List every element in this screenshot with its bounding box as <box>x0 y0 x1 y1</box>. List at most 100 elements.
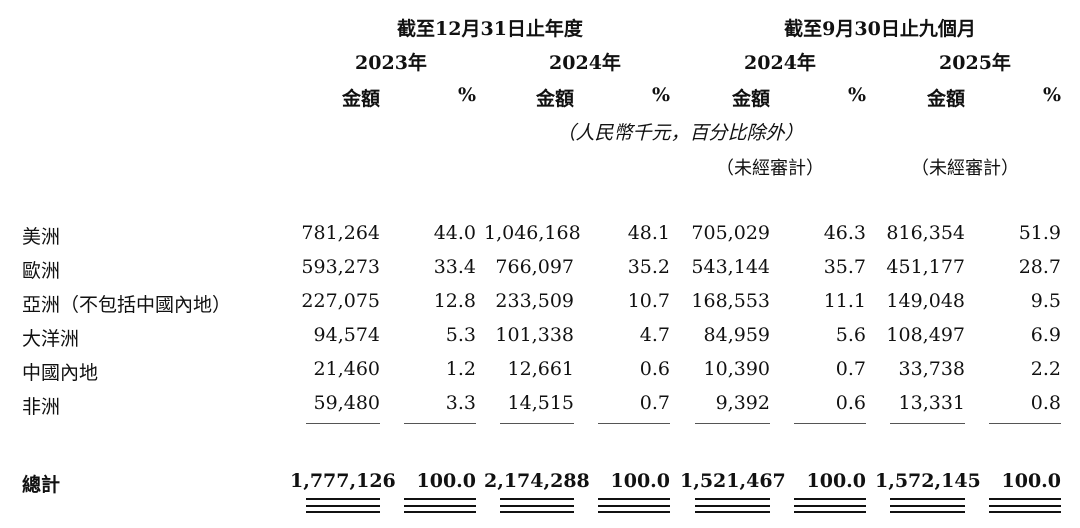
percent-cell: 35.2 <box>627 256 670 278</box>
subtotal-rule <box>989 423 1061 424</box>
percent-cell: 48.1 <box>627 222 670 244</box>
total-double-rule <box>794 511 866 513</box>
total-amount-cell: 1,777,126 <box>290 470 396 492</box>
percent-cell: 9.5 <box>1030 290 1061 312</box>
region-label: 中國內地 <box>22 362 99 384</box>
amount-cell: 33,738 <box>898 358 965 380</box>
unit-note: （人民幣千元，百分比除外） <box>556 122 804 144</box>
percent-cell: 51.9 <box>1018 222 1061 244</box>
percent-header-3: % <box>847 84 866 106</box>
region-label: 歐洲 <box>22 260 61 282</box>
year-header-2023: 2023年 <box>355 52 427 74</box>
percent-cell: 33.4 <box>433 256 476 278</box>
total-double-rule <box>306 511 380 513</box>
total-top-rule <box>695 498 770 500</box>
percent-header-2: % <box>651 84 670 106</box>
amount-cell: 14,515 <box>507 392 574 414</box>
region-label: 大洋洲 <box>22 328 80 350</box>
percent-cell: 12.8 <box>433 290 476 312</box>
amount-header-1: 金額 <box>341 88 380 110</box>
total-double-rule <box>890 511 965 513</box>
amount-header-2: 金額 <box>535 88 574 110</box>
percent-cell: 6.9 <box>1030 324 1061 346</box>
group-header-annual: 截至12月31日止年度 <box>397 18 583 40</box>
year-header-2024-nine-months: 2024年 <box>744 52 816 74</box>
total-double-rule <box>404 505 476 507</box>
amount-cell: 781,264 <box>301 222 380 244</box>
total-top-rule <box>598 498 670 500</box>
amount-cell: 451,177 <box>886 256 965 278</box>
total-label: 總計 <box>22 474 61 496</box>
year-header-2025: 2025年 <box>939 52 1011 74</box>
amount-cell: 1,046,168 <box>484 222 581 244</box>
amount-cell: 233,509 <box>495 290 574 312</box>
amount-cell: 108,497 <box>886 324 965 346</box>
amount-cell: 94,574 <box>313 324 380 346</box>
amount-cell: 13,331 <box>898 392 965 414</box>
total-double-rule <box>598 511 670 513</box>
total-double-rule <box>598 505 670 507</box>
amount-cell: 10,390 <box>703 358 770 380</box>
subtotal-rule <box>695 423 770 424</box>
percent-header-1: % <box>457 84 476 106</box>
amount-header-3: 金額 <box>731 88 770 110</box>
region-label: 非洲 <box>22 396 61 418</box>
amount-cell: 101,338 <box>495 324 574 346</box>
total-amount-cell: 1,521,467 <box>680 470 786 492</box>
percent-cell: 35.7 <box>823 256 866 278</box>
amount-cell: 816,354 <box>886 222 965 244</box>
total-percent-cell: 100.0 <box>806 470 867 492</box>
percent-cell: 11.1 <box>823 290 866 312</box>
percent-cell: 4.7 <box>639 324 670 346</box>
amount-cell: 705,029 <box>691 222 770 244</box>
region-label: 美洲 <box>22 226 61 248</box>
total-double-rule <box>404 511 476 513</box>
total-amount-cell: 1,572,145 <box>875 470 981 492</box>
unaudited-note-2025: （未經審計） <box>911 158 1019 179</box>
subtotal-rule <box>598 423 670 424</box>
amount-cell: 168,553 <box>691 290 770 312</box>
percent-cell: 46.3 <box>823 222 866 244</box>
region-label: 亞洲（不包括中國內地） <box>22 294 232 316</box>
amount-cell: 227,075 <box>301 290 380 312</box>
percent-cell: 0.8 <box>1030 392 1061 414</box>
amount-cell: 9,392 <box>715 392 770 414</box>
total-double-rule <box>989 505 1061 507</box>
percent-cell: 10.7 <box>627 290 670 312</box>
amount-cell: 21,460 <box>313 358 380 380</box>
amount-cell: 593,273 <box>301 256 380 278</box>
percent-cell: 0.7 <box>639 392 670 414</box>
percent-cell: 5.3 <box>445 324 476 346</box>
total-percent-cell: 100.0 <box>416 470 477 492</box>
subtotal-rule <box>890 423 965 424</box>
group-header-nine-months: 截至9月30日止九個月 <box>784 18 976 40</box>
percent-cell: 2.2 <box>1030 358 1061 380</box>
total-double-rule <box>306 505 380 507</box>
subtotal-rule <box>794 423 866 424</box>
unaudited-note-2024: （未經審計） <box>716 158 824 179</box>
year-header-2024-annual: 2024年 <box>549 52 621 74</box>
total-double-rule <box>695 505 770 507</box>
percent-header-4: % <box>1042 84 1061 106</box>
total-percent-cell: 100.0 <box>1001 470 1062 492</box>
amount-cell: 543,144 <box>691 256 770 278</box>
subtotal-rule <box>500 423 574 424</box>
percent-cell: 0.7 <box>835 358 866 380</box>
percent-cell: 0.6 <box>639 358 670 380</box>
amount-cell: 766,097 <box>495 256 574 278</box>
total-double-rule <box>500 511 574 513</box>
percent-cell: 3.3 <box>445 392 476 414</box>
total-top-rule <box>306 498 380 500</box>
total-double-rule <box>794 505 866 507</box>
total-percent-cell: 100.0 <box>610 470 671 492</box>
percent-cell: 28.7 <box>1018 256 1061 278</box>
percent-cell: 1.2 <box>445 358 476 380</box>
total-double-rule <box>989 511 1061 513</box>
percent-cell: 44.0 <box>433 222 476 244</box>
total-top-rule <box>500 498 574 500</box>
amount-cell: 84,959 <box>703 324 770 346</box>
total-double-rule <box>695 511 770 513</box>
percent-cell: 5.6 <box>835 324 866 346</box>
total-top-rule <box>404 498 476 500</box>
total-top-rule <box>794 498 866 500</box>
